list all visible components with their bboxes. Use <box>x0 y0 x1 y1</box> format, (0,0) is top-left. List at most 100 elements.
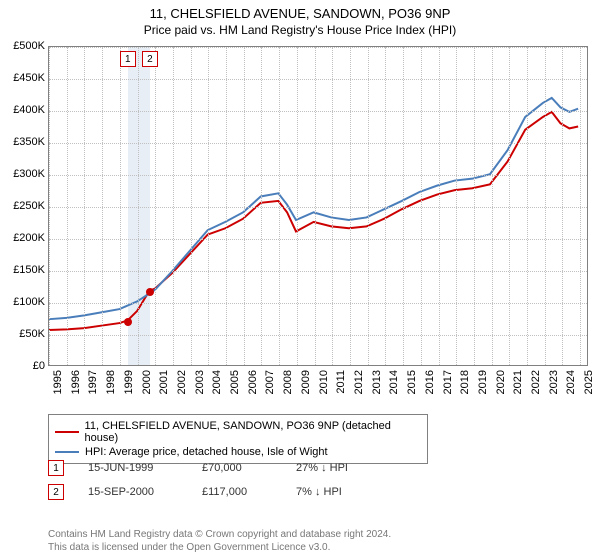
xtick-label: 1999 <box>123 370 135 394</box>
legend-label: HPI: Average price, detached house, Isle… <box>85 446 328 458</box>
ytick-label: £400K <box>5 104 45 116</box>
series-line-property <box>49 112 578 330</box>
transaction-price: £70,000 <box>202 462 272 474</box>
xtick-label: 2020 <box>495 370 507 394</box>
gridline-v <box>315 47 316 365</box>
xtick-label: 2002 <box>176 370 188 394</box>
xtick-label: 1996 <box>70 370 82 394</box>
attribution: Contains HM Land Registry data © Crown c… <box>48 529 391 554</box>
gridline-v <box>102 47 103 365</box>
legend-label: 11, CHELSFIELD AVENUE, SANDOWN, PO36 9NP… <box>85 420 421 444</box>
gridline-v <box>350 47 351 365</box>
chart-title: 11, CHELSFIELD AVENUE, SANDOWN, PO36 9NP <box>0 0 600 21</box>
ytick-label: £100K <box>5 296 45 308</box>
ytick-label: £450K <box>5 72 45 84</box>
transaction-row: 1 15-JUN-1999 £70,000 27% ↓ HPI <box>48 460 366 476</box>
ytick-label: £50K <box>5 328 45 340</box>
gridline-v <box>545 47 546 365</box>
xtick-label: 2015 <box>406 370 418 394</box>
gridline-v <box>492 47 493 365</box>
gridline-v <box>439 47 440 365</box>
gridline-v <box>368 47 369 365</box>
xtick-label: 2008 <box>282 370 294 394</box>
gridline-h <box>49 175 587 176</box>
xtick-label: 2025 <box>583 370 595 394</box>
ytick-label: £150K <box>5 264 45 276</box>
xtick-label: 2018 <box>459 370 471 394</box>
inplot-marker: 1 <box>120 51 136 67</box>
xtick-label: 2021 <box>512 370 524 394</box>
gridline-v <box>474 47 475 365</box>
xtick-label: 2006 <box>247 370 259 394</box>
xtick-label: 2004 <box>211 370 223 394</box>
xtick-label: 2010 <box>318 370 330 394</box>
gridline-h <box>49 79 587 80</box>
inplot-marker: 2 <box>142 51 158 67</box>
xtick-label: 2009 <box>300 370 312 394</box>
transaction-price: £117,000 <box>202 486 272 498</box>
gridline-v <box>580 47 581 365</box>
gridline-v <box>261 47 262 365</box>
transaction-delta: 27% ↓ HPI <box>296 462 366 474</box>
xtick-label: 2011 <box>335 370 347 394</box>
gridline-v <box>191 47 192 365</box>
xtick-label: 2016 <box>424 370 436 394</box>
ytick-label: £300K <box>5 168 45 180</box>
gridline-v <box>138 47 139 365</box>
legend-swatch <box>55 451 79 453</box>
xtick-label: 2007 <box>264 370 276 394</box>
data-point-marker <box>124 318 132 326</box>
gridline-v <box>527 47 528 365</box>
xtick-label: 2003 <box>194 370 206 394</box>
attribution-line: Contains HM Land Registry data © Crown c… <box>48 529 391 542</box>
gridline-h <box>49 47 587 48</box>
data-point-marker <box>146 288 154 296</box>
ytick-label: £0 <box>5 360 45 372</box>
xtick-label: 2014 <box>388 370 400 394</box>
xtick-label: 2005 <box>229 370 241 394</box>
gridline-h <box>49 303 587 304</box>
transaction-marker: 1 <box>48 460 64 476</box>
xtick-label: 2019 <box>477 370 489 394</box>
xtick-label: 2023 <box>548 370 560 394</box>
legend: 11, CHELSFIELD AVENUE, SANDOWN, PO36 9NP… <box>48 414 428 464</box>
chart-svg <box>49 47 587 365</box>
gridline-v <box>332 47 333 365</box>
gridline-v <box>385 47 386 365</box>
transaction-delta: 7% ↓ HPI <box>296 486 366 498</box>
ytick-label: £500K <box>5 40 45 52</box>
ytick-label: £350K <box>5 136 45 148</box>
gridline-h <box>49 271 587 272</box>
gridline-h <box>49 335 587 336</box>
legend-item: HPI: Average price, detached house, Isle… <box>55 445 421 459</box>
gridline-v <box>509 47 510 365</box>
xtick-label: 2000 <box>141 370 153 394</box>
gridline-v <box>226 47 227 365</box>
gridline-v <box>67 47 68 365</box>
gridline-v <box>49 47 50 365</box>
xtick-label: 2013 <box>371 370 383 394</box>
ytick-label: £200K <box>5 232 45 244</box>
transaction-date: 15-SEP-2000 <box>88 486 178 498</box>
legend-swatch <box>55 431 79 433</box>
xtick-label: 1998 <box>105 370 117 394</box>
chart-plot-area: 12 <box>48 46 588 366</box>
ytick-label: £250K <box>5 200 45 212</box>
transaction-row: 2 15-SEP-2000 £117,000 7% ↓ HPI <box>48 484 366 500</box>
gridline-h <box>49 111 587 112</box>
gridline-h <box>49 207 587 208</box>
chart-subtitle: Price paid vs. HM Land Registry's House … <box>0 21 600 37</box>
xtick-label: 2022 <box>530 370 542 394</box>
gridline-v <box>421 47 422 365</box>
gridline-v <box>208 47 209 365</box>
xtick-label: 2001 <box>158 370 170 394</box>
gridline-v <box>279 47 280 365</box>
xtick-label: 2012 <box>353 370 365 394</box>
gridline-v <box>456 47 457 365</box>
xtick-label: 1997 <box>87 370 99 394</box>
gridline-v <box>562 47 563 365</box>
xtick-label: 2017 <box>442 370 454 394</box>
legend-item: 11, CHELSFIELD AVENUE, SANDOWN, PO36 9NP… <box>55 419 421 445</box>
transaction-marker: 2 <box>48 484 64 500</box>
xtick-label: 2024 <box>565 370 577 394</box>
